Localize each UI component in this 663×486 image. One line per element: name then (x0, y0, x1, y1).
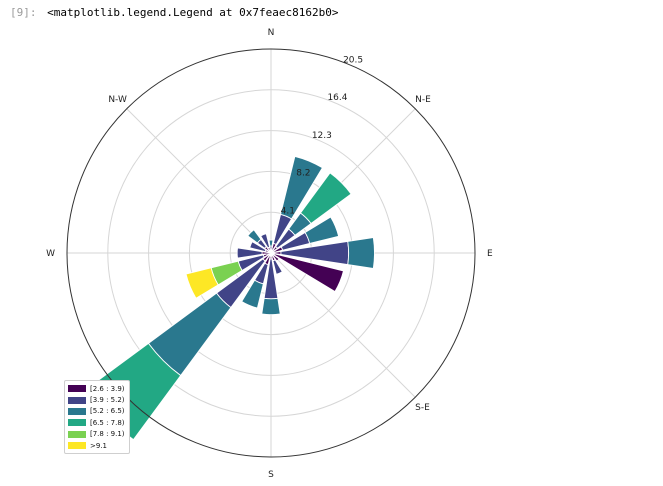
radial-tick-label: 16.4 (327, 93, 347, 103)
direction-label-n-e: N-E (415, 95, 431, 105)
windrose-bar (304, 216, 340, 244)
direction-label-w: W (46, 249, 55, 259)
windrose-bar (347, 237, 375, 269)
direction-label-n-w: N-W (108, 95, 127, 105)
grid-spoke (126, 108, 272, 254)
legend-entry: [6.5 : 7.8) (68, 417, 125, 428)
legend-swatch (68, 385, 86, 393)
windrose-bars (83, 155, 375, 441)
legend-entry: >9.1 (68, 440, 125, 451)
legend-swatch (68, 419, 86, 427)
legend-swatch (68, 430, 86, 438)
radial-tick-label: 4.1 (281, 206, 295, 216)
direction-label-s-e: S-E (415, 403, 430, 413)
legend-label: [6.5 : 7.8) (90, 418, 125, 427)
polar-outer-ring (66, 48, 476, 458)
windrose-bar (299, 172, 352, 225)
legend-swatch (68, 407, 86, 415)
windrose-bar (236, 247, 263, 259)
radial-tick-label: 8.2 (296, 169, 310, 179)
direction-label-s: S (268, 470, 274, 480)
legend-label: >9.1 (90, 441, 107, 450)
windrose-bar (247, 229, 262, 244)
legend-swatch (68, 396, 86, 404)
legend-label: [2.6 : 3.9) (90, 384, 125, 393)
radial-tick-label: 12.3 (312, 131, 332, 141)
windrose-bar (260, 233, 271, 249)
windrose-bar (280, 155, 324, 220)
legend-label: [7.8 : 9.1) (90, 430, 125, 439)
legend-entry: [3.9 : 5.2) (68, 394, 125, 405)
grid-spoke (270, 252, 416, 398)
windrose-bar (270, 252, 344, 293)
legend: [2.6 : 3.9) [3.9 : 5.2) [5.2 : 6.5) [6.5 : … (64, 380, 130, 455)
cell-output: [9]: <matplotlib.legend.Legend at 0x7fea… (10, 6, 339, 19)
output-text: <matplotlib.legend.Legend at 0x7feaec816… (47, 6, 339, 19)
windrose-bar (268, 239, 274, 247)
legend-entry: [2.6 : 3.9) (68, 383, 125, 394)
legend-label: [5.2 : 6.5) (90, 407, 125, 416)
polar-frame (66, 48, 476, 458)
legend-entry: [7.8 : 9.1) (68, 429, 125, 440)
windrose-bar (270, 252, 280, 262)
direction-label-e: E (487, 249, 493, 259)
direction-label-n: N (268, 28, 275, 38)
polar-labels: 4.1 8.2 12.3 16.4 20.5 N N-E E S-E S W N-W (46, 28, 493, 480)
legend-swatch (68, 442, 86, 450)
legend-entry: [5.2 : 6.5) (68, 406, 125, 417)
radial-tick-label: 20.5 (343, 56, 363, 66)
windrose-bar (261, 297, 281, 316)
windrose-bar (272, 259, 283, 275)
execution-prompt: [9]: (10, 6, 37, 19)
windrose-bar (185, 267, 219, 299)
windrose-bar (241, 279, 264, 309)
windrose-bar (249, 241, 267, 253)
legend-label: [3.9 : 5.2) (90, 396, 125, 405)
